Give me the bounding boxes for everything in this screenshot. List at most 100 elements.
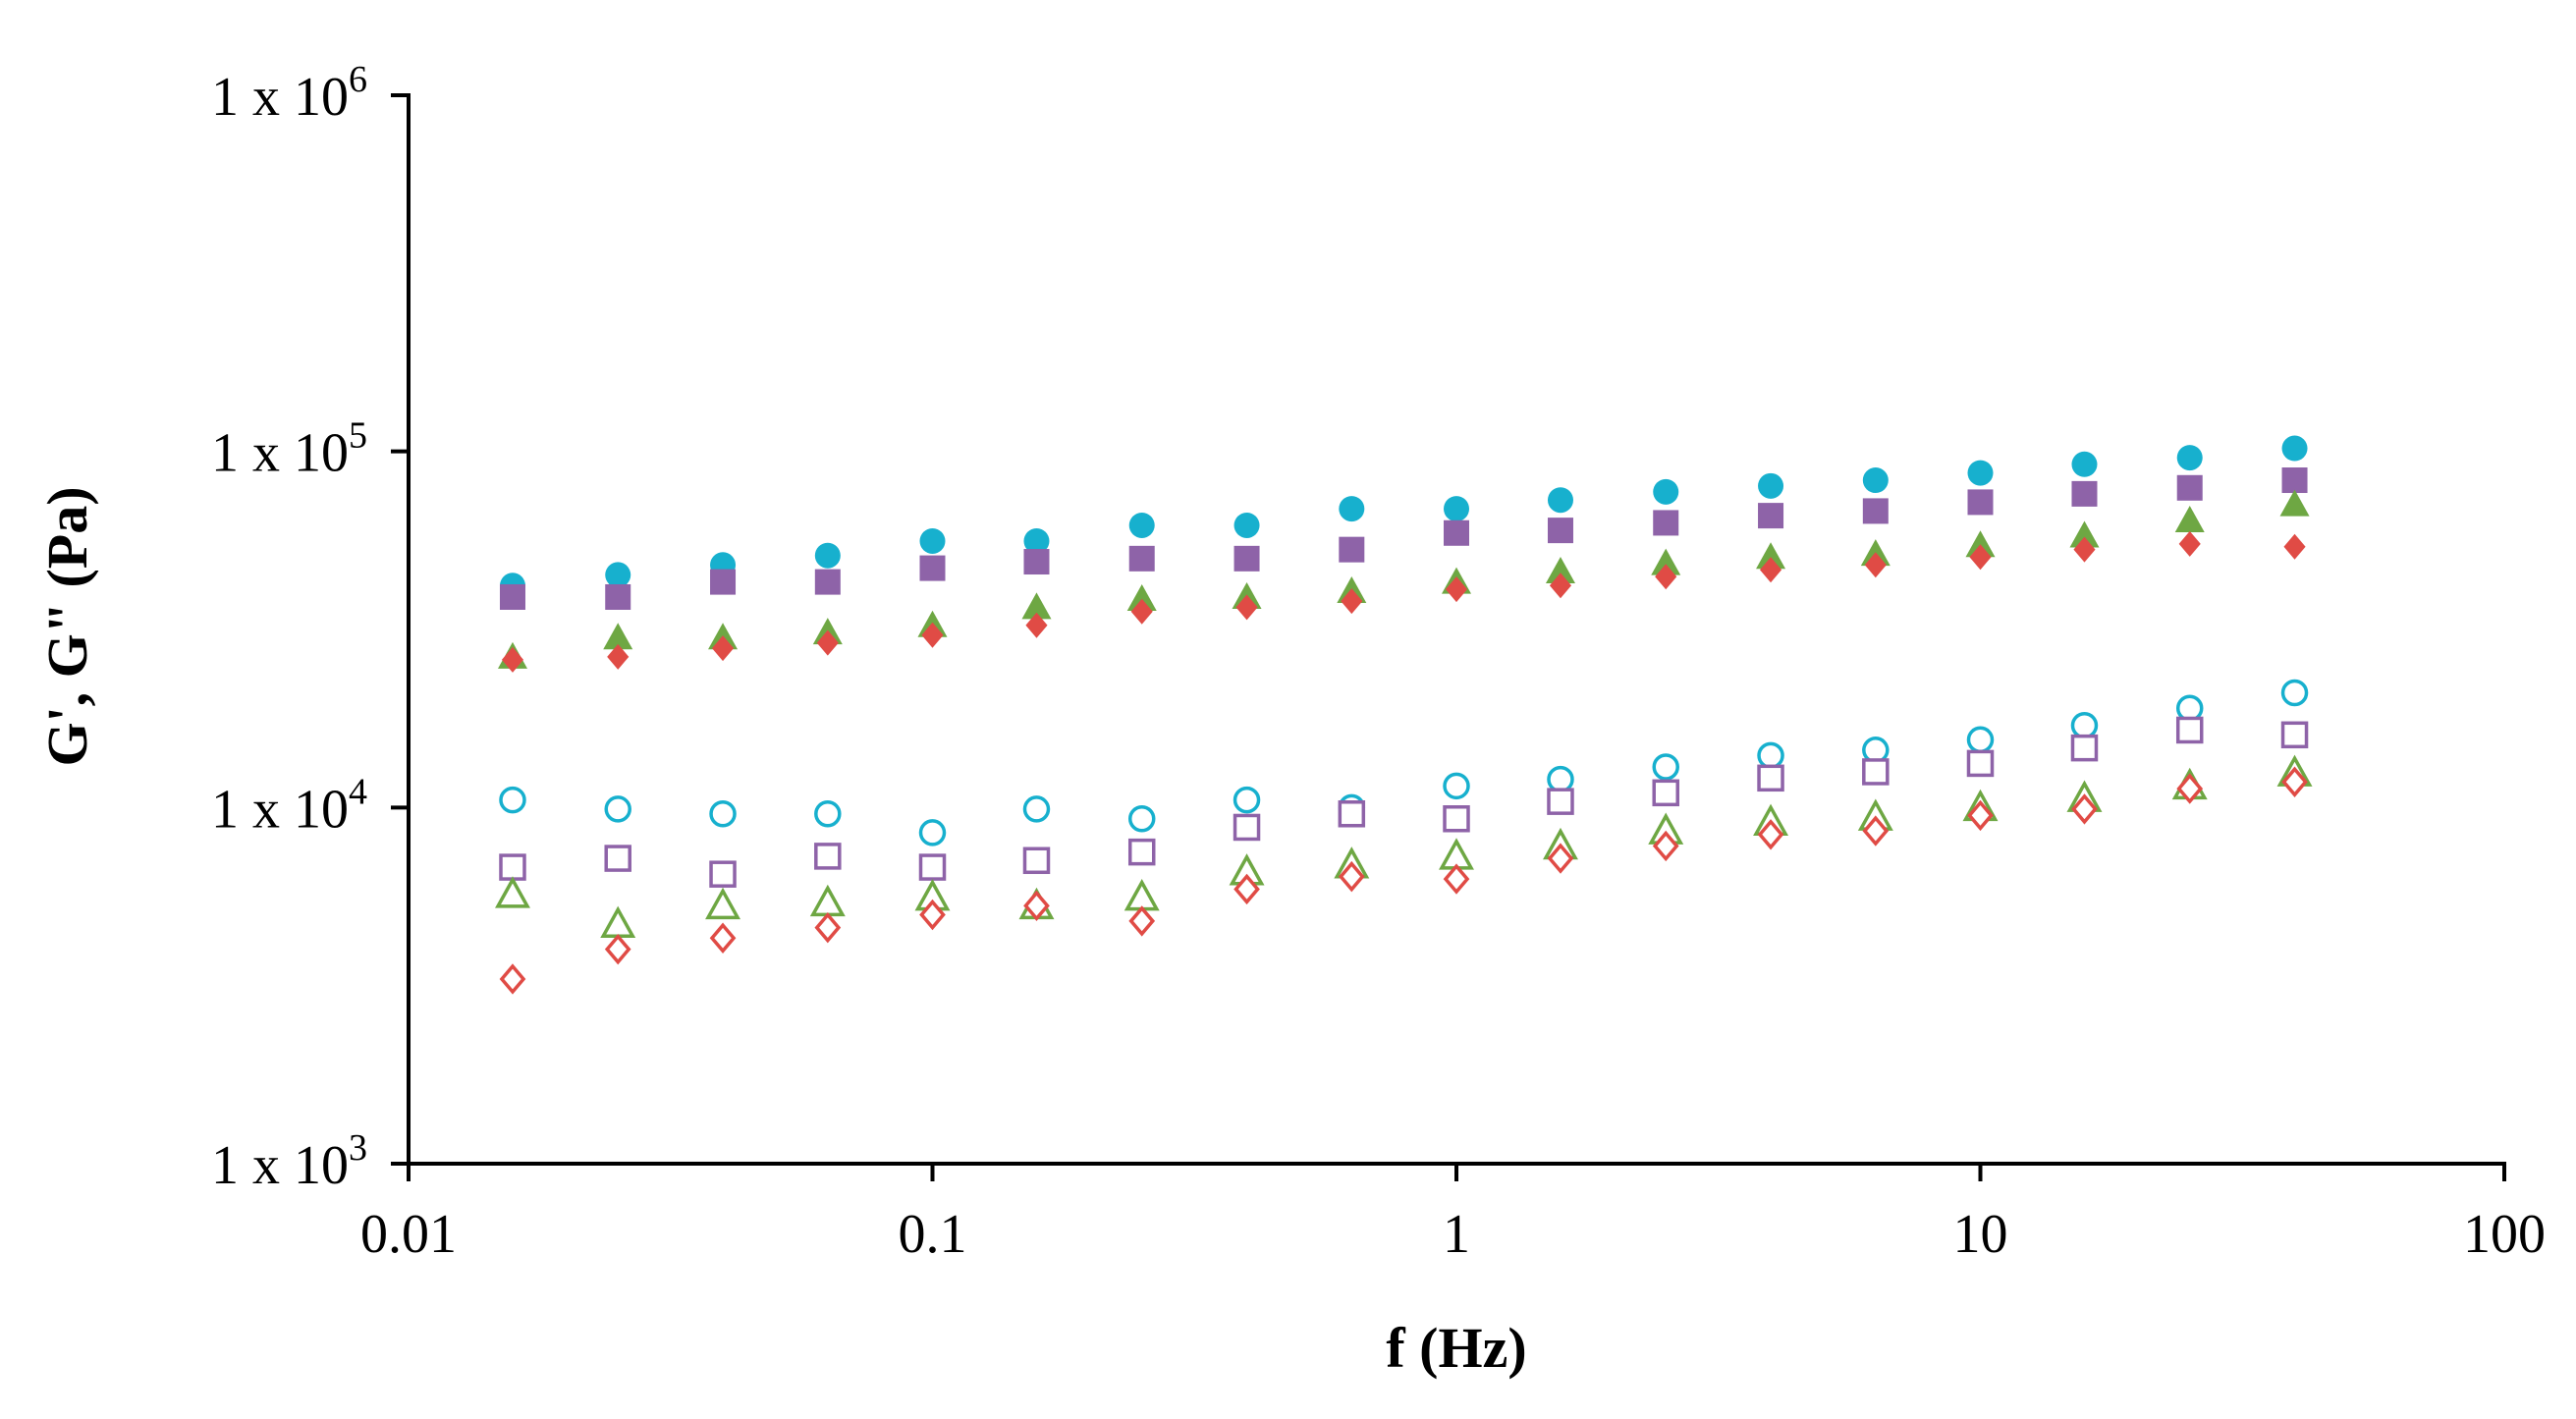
data-point <box>1443 863 1470 895</box>
data-point <box>2175 694 2204 722</box>
data-point <box>1022 846 1051 875</box>
data-point <box>1021 592 1052 620</box>
data-point <box>1549 573 1572 599</box>
data-point <box>1128 905 1156 937</box>
data-point <box>709 800 737 828</box>
y-tick-label-base: 1 x 10 <box>211 423 349 484</box>
data-point <box>600 905 636 939</box>
data-point <box>2070 712 2099 739</box>
data-point <box>918 819 947 846</box>
data-point <box>1652 753 1679 781</box>
data-point <box>2071 480 2098 507</box>
data-point <box>607 643 630 670</box>
data-point <box>1545 556 1575 583</box>
data-point <box>499 786 526 814</box>
data-point <box>1757 741 1784 770</box>
data-point <box>1444 519 1469 546</box>
data-point <box>1969 544 1992 571</box>
data-point <box>1757 819 1784 850</box>
data-point <box>1233 545 1260 572</box>
series-4-circle-open <box>499 679 2309 846</box>
data-point <box>2175 716 2204 744</box>
data-point <box>1655 564 1677 590</box>
data-point <box>2071 793 2098 825</box>
data-point <box>1967 460 1994 486</box>
data-point <box>1864 552 1887 578</box>
series-1-square-filled <box>499 467 2308 610</box>
data-point <box>1130 598 1153 625</box>
y-axis-title: G', G" (Pa) <box>35 486 99 766</box>
y-tick-label-base: 1 x 10 <box>211 67 349 128</box>
data-point <box>2279 489 2310 517</box>
data-point <box>1338 800 1366 828</box>
data-point <box>1233 873 1260 905</box>
data-point <box>1966 726 1995 754</box>
y-tick-label-base: 1 x 10 <box>211 1135 349 1196</box>
data-marks <box>495 435 2313 995</box>
y-tick-label: 1 x 105 <box>211 415 367 484</box>
data-point <box>1862 815 1890 846</box>
y-tick-label-exponent: 3 <box>349 1127 367 1169</box>
y-tick-label-base: 1 x 10 <box>211 779 349 840</box>
data-point <box>1547 487 1573 514</box>
data-point <box>814 800 842 828</box>
data-point <box>710 569 737 595</box>
data-point <box>1966 749 1995 778</box>
data-point <box>919 527 946 554</box>
series-3-diamond-filled <box>501 530 2306 673</box>
data-point <box>604 933 631 965</box>
x-tick-label: 10 <box>1953 1204 2008 1265</box>
data-point <box>1862 467 1889 494</box>
data-point <box>1653 510 1679 536</box>
x-tick-label: 0.01 <box>360 1204 457 1265</box>
series-2-triangle-filled <box>497 489 2310 669</box>
series-7-diamond-open <box>499 766 2308 995</box>
data-point <box>1443 772 1470 800</box>
data-point <box>1341 588 1363 615</box>
x-tick-label: 100 <box>2463 1204 2546 1265</box>
data-point <box>919 899 946 931</box>
data-point <box>605 562 631 588</box>
data-point <box>1127 838 1156 866</box>
data-point <box>1124 879 1160 911</box>
data-point <box>1022 795 1051 823</box>
data-point <box>2073 536 2096 563</box>
data-point <box>499 963 526 995</box>
data-point <box>2070 734 2099 762</box>
data-point <box>2280 679 2309 707</box>
data-point <box>1862 758 1890 786</box>
data-point <box>1233 813 1261 842</box>
data-point <box>2281 435 2308 462</box>
data-point <box>1233 786 1261 814</box>
data-point <box>705 887 741 920</box>
data-point <box>1443 805 1470 833</box>
y-tick-label: 1 x 104 <box>211 771 367 840</box>
data-point <box>2178 530 2201 557</box>
series-0-circle-filled <box>499 435 2308 599</box>
data-point <box>2174 505 2205 532</box>
data-point <box>1547 843 1574 874</box>
data-point <box>1651 548 1681 575</box>
data-point <box>1862 498 1889 524</box>
data-point <box>1339 496 1365 522</box>
data-point <box>814 542 841 569</box>
data-point <box>1023 549 1050 575</box>
data-point <box>711 635 735 662</box>
data-point <box>1547 788 1574 815</box>
data-point <box>1758 472 1784 499</box>
data-point <box>1652 779 1679 807</box>
data-point <box>1653 478 1679 505</box>
data-point <box>1547 765 1574 793</box>
data-point <box>1758 503 1784 529</box>
series-6-triangle-open <box>495 754 2313 939</box>
data-point <box>2281 467 2308 494</box>
data-point <box>919 555 946 581</box>
data-point <box>709 860 737 888</box>
data-point <box>604 845 631 872</box>
data-point <box>1023 890 1050 922</box>
x-axis-title: f (Hz) <box>1386 1316 1526 1380</box>
data-point <box>1444 496 1469 522</box>
data-point <box>709 922 737 954</box>
data-point <box>921 622 944 648</box>
